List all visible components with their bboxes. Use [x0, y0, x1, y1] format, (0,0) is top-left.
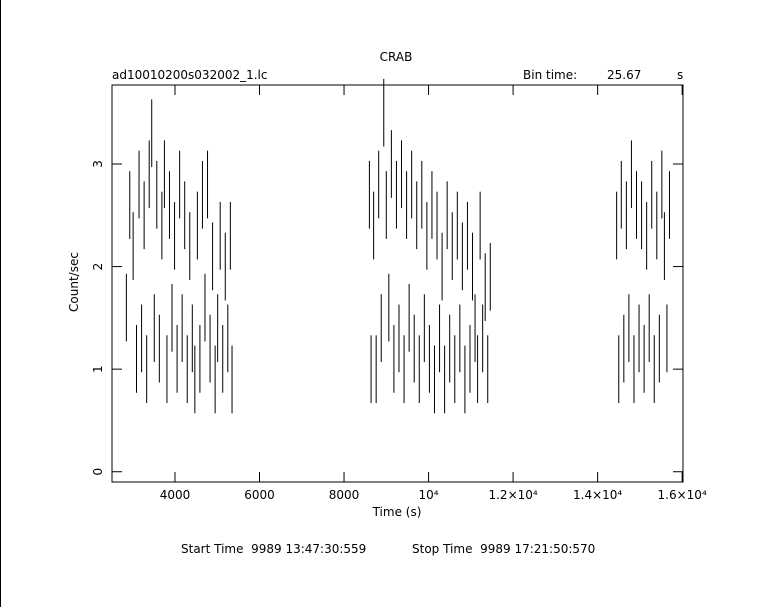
x-tick-label: 1.6×10⁴: [658, 488, 707, 502]
x-tick-label: 8000: [329, 488, 360, 502]
file-name: ad10010200s032002_1.lc: [112, 68, 268, 82]
start-time: Start Time 9989 13:47:30:559: [181, 542, 366, 556]
bin-time-label: Bin time:: [523, 68, 577, 82]
x-tick-label: 6000: [244, 488, 275, 502]
bin-time: 25.67: [607, 68, 641, 82]
x-axis-label: Time (s): [372, 505, 422, 519]
y-tick-label: 0: [91, 468, 105, 476]
y-tick-label: 2: [91, 263, 105, 271]
y-axis-label: Count/sec: [67, 252, 81, 312]
x-tick-label: 10⁴: [419, 488, 439, 502]
x-tick-label: 1.2×10⁴: [488, 488, 537, 502]
plot-frame: [111, 84, 684, 483]
x-tick-label: 4000: [160, 488, 191, 502]
chart-title: CRAB: [380, 50, 413, 64]
x-tick-label: 1.4×10⁴: [573, 488, 622, 502]
stop-time: Stop Time 9989 17:21:50:570: [412, 542, 595, 556]
y-tick-label: 1: [91, 365, 105, 373]
y-tick-label: 3: [91, 160, 105, 168]
bin-time-unit: s: [677, 68, 683, 82]
